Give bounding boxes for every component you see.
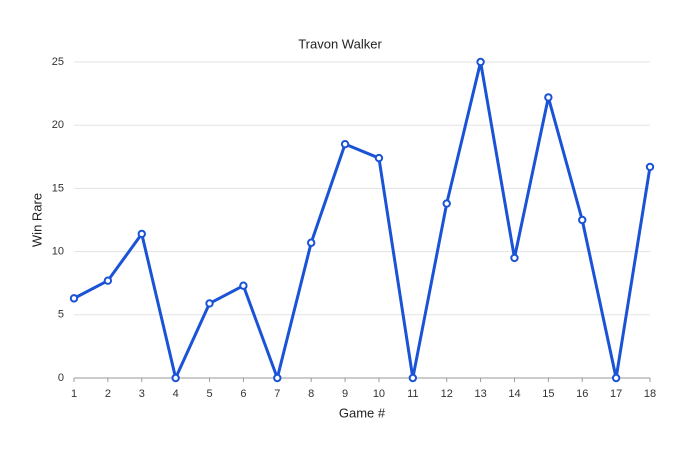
x-tick-label: 6 <box>240 388 246 400</box>
point <box>510 253 519 263</box>
x-tick-label: 9 <box>342 388 348 400</box>
point <box>611 373 621 383</box>
point <box>103 276 113 285</box>
point <box>306 238 316 247</box>
x-tick-label: 7 <box>274 388 280 400</box>
x-tick-label: 14 <box>508 388 520 400</box>
x-tick-label: 3 <box>139 388 145 400</box>
x-tick-label: 8 <box>308 388 314 400</box>
point <box>171 373 180 383</box>
x-axis-label: Game # <box>339 405 386 420</box>
point <box>476 57 485 67</box>
line <box>73 60 652 380</box>
y-tick-label: 10 <box>52 246 64 258</box>
point <box>239 281 248 290</box>
point <box>578 215 587 225</box>
x-tick-label: 4 <box>173 388 179 400</box>
point <box>645 162 655 172</box>
point <box>340 139 350 149</box>
y-tick-label: 15 <box>52 182 64 194</box>
x-tick-label: 5 <box>206 388 212 400</box>
point <box>137 229 146 239</box>
y-tick-label: 0 <box>58 372 64 384</box>
x-tick-label: 10 <box>373 388 385 400</box>
point <box>442 199 451 208</box>
x-tick-label: 2 <box>105 388 111 400</box>
y-tick-label: 5 <box>58 309 64 321</box>
chart-title: Travon Walker <box>298 36 382 51</box>
x-tick-label: 13 <box>474 388 486 400</box>
y-tick-label: 20 <box>52 119 64 131</box>
x-tick-label: 12 <box>441 388 453 400</box>
y-tick-label: 25 <box>52 56 64 68</box>
x-tick-label: 1 <box>71 388 77 400</box>
x-tick-label: 11 <box>407 388 418 400</box>
point <box>273 373 282 383</box>
point <box>544 93 553 102</box>
point <box>374 153 384 163</box>
point <box>205 299 214 308</box>
x-tick-label: 18 <box>644 388 656 400</box>
point <box>408 373 418 383</box>
x-tick-label: 17 <box>610 388 622 400</box>
y-axis-label: Win Rare <box>29 193 44 247</box>
point <box>69 294 79 303</box>
x-tick-label: 16 <box>576 388 588 400</box>
x-tick-label: 15 <box>542 388 554 400</box>
